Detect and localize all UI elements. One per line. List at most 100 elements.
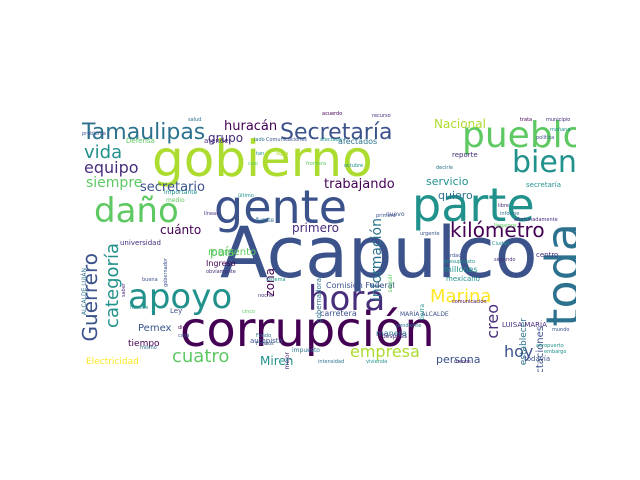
word: mexicano [446,275,480,283]
word: informe [500,211,520,217]
word: Tamaulipas [82,120,206,145]
word: Acapulco [220,212,538,294]
word: presupuesto [444,259,476,265]
word: dio [178,325,186,331]
word: decirle [436,165,453,171]
word: pendiente [396,323,422,329]
word: huracán [224,119,278,134]
word: primera [376,213,396,219]
word: gobernador [163,258,169,287]
word: vida [84,142,123,163]
word: impuesto [292,347,320,354]
word: creo [483,304,502,339]
word: Comisión Federal [326,281,395,290]
word: gobierno [152,130,373,188]
word: medio [166,197,185,204]
word: buena [142,277,158,283]
word: noche [258,293,274,299]
word: segundo [494,257,516,263]
word: país [210,245,235,259]
word: urgente [420,231,440,237]
word: Electricidad [86,357,139,367]
word: nuevo [386,211,405,218]
word: atender [204,137,232,145]
word: Ciudad [492,241,510,247]
word: Fondo [256,333,272,339]
word: reporte [452,151,478,159]
word: llegamos [494,223,517,229]
word: tierra [419,304,426,321]
word: Nacional [434,117,486,131]
word: afectados [338,137,378,146]
word: momento [208,247,257,258]
word: saber [121,283,127,297]
word: universidad [120,239,161,247]
word: octubre [344,163,364,169]
word: Fondos [256,341,274,347]
word: millones [444,265,478,274]
word: bien [512,145,576,180]
word: política [536,135,555,141]
word: categoría [102,243,123,328]
word: ALCALDE LUJÁN [81,268,88,316]
word: hoteles [130,305,149,311]
word: MARÍA ALCALDE [400,311,449,318]
word: fuerte [256,217,275,224]
word: equipo [84,158,139,177]
word: cuatro [172,346,230,367]
word: carretera [320,309,357,318]
word: afortunadamente [514,217,558,223]
word: casi [248,161,258,167]
word: después [382,333,408,340]
word: aeropuerto [536,343,564,349]
word: agua [276,151,289,157]
word: quiero [438,189,473,202]
word: kilómetro [450,218,545,242]
word: comunicación [452,299,487,305]
word: mejor [284,352,291,370]
word: gente [214,180,347,234]
word: Miren [260,354,294,368]
word: recurso [372,113,391,119]
word: corrupción [180,302,435,358]
word: cuánto [160,223,202,237]
word: vivienda [366,359,388,365]
word: grupo [208,131,244,145]
word: apoyo [128,277,233,317]
word: parte [412,178,535,232]
word: afectada [320,137,342,143]
word: lado [254,137,265,143]
word: pueblo [462,115,576,156]
word: embargo [544,349,567,355]
word: empresa [350,342,420,361]
word: trata [520,117,533,123]
word: primero [292,221,339,235]
word: mundo [552,327,570,333]
word: verdad [444,253,462,259]
word: persona [436,353,481,366]
word: Ingreso [206,259,236,268]
word-cloud: Acapulco gobierno gente parte corrupción… [80,108,576,372]
word: importante [164,189,198,196]
word: hora [308,279,386,319]
word: Marina [430,286,492,307]
word: secretario [140,180,205,195]
word: mismo [140,345,157,351]
word: frontera [306,161,327,167]
word: trabajando [324,177,395,192]
word: autopista [250,337,283,345]
word: casa [178,333,190,339]
word: menos [454,359,471,365]
word: obviamente [206,269,236,275]
word: centro [536,251,559,259]
word: tiempo [128,339,160,349]
word: daño [94,191,179,231]
word: Defensa [126,137,155,145]
word: Ley [170,307,183,315]
word: hoy [504,342,534,361]
word: todavía [524,355,551,363]
word: último [238,193,254,199]
word: problema [82,131,106,137]
word: libre [498,203,509,209]
word: manera [376,329,407,338]
